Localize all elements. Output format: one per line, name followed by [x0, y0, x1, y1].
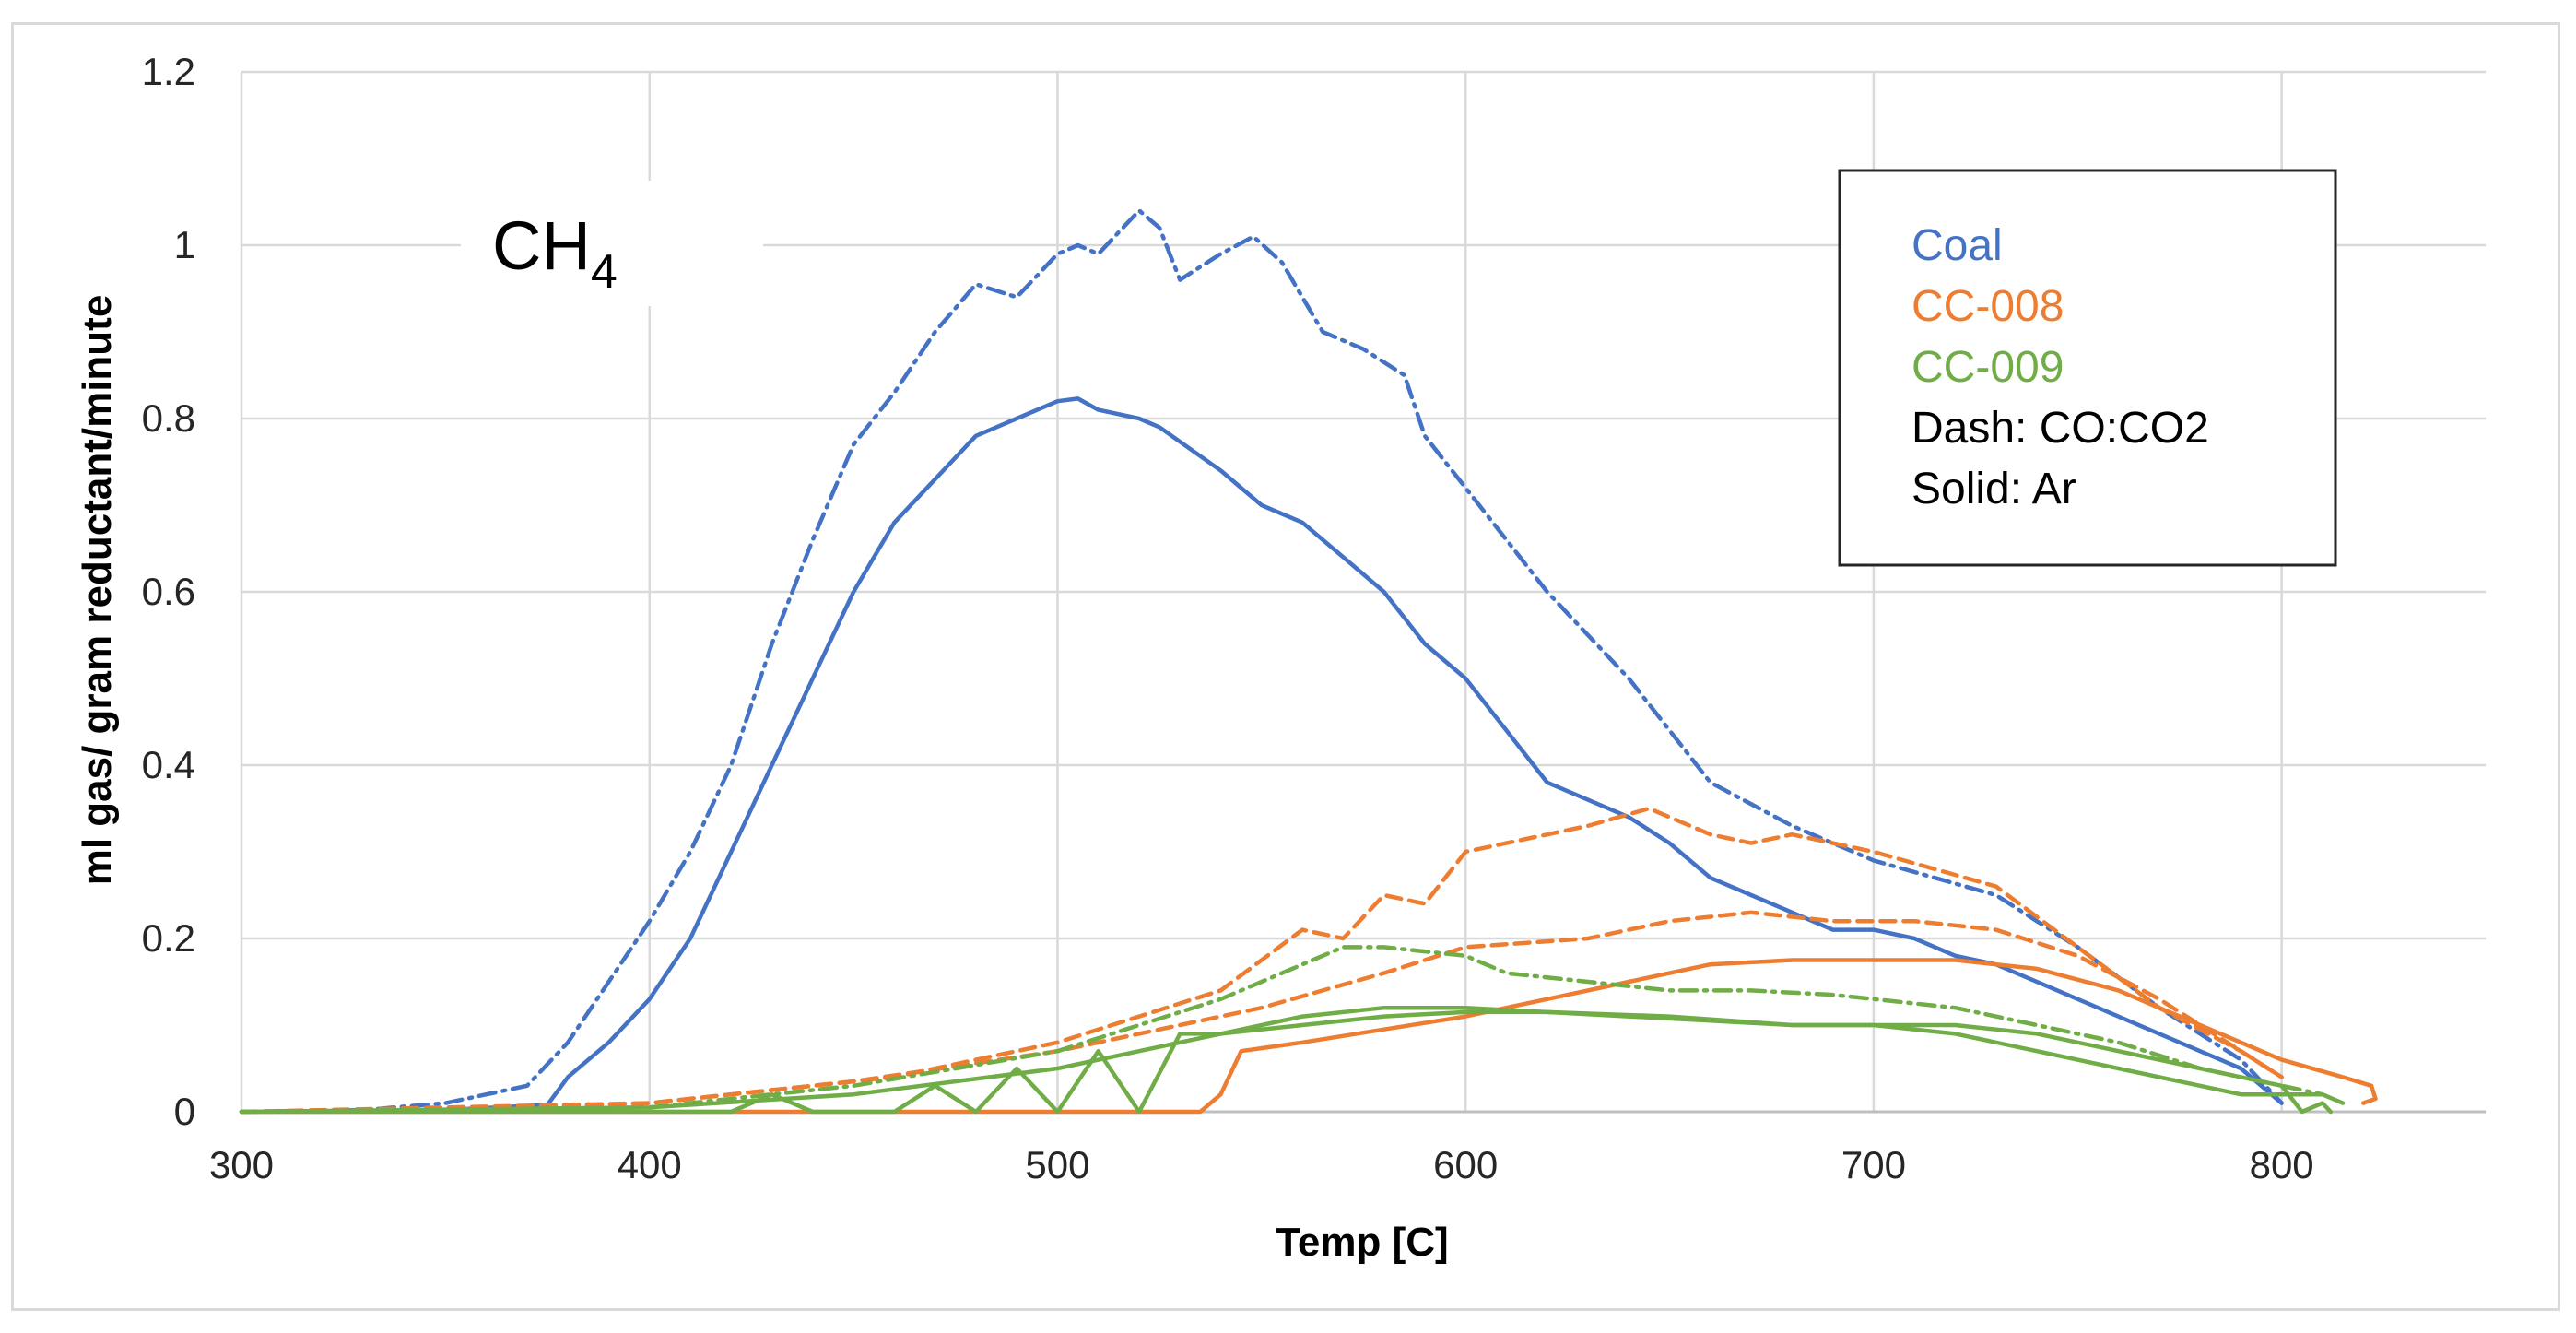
y-tick-label-0: 0: [174, 1090, 195, 1133]
x-tick-label-2: 500: [1025, 1143, 1089, 1186]
y-axis-title: ml gas/ gram reductant/minute: [75, 295, 120, 886]
series-line-4: [239, 958, 2378, 1115]
ch4-annotation-bg: [461, 181, 763, 306]
y-tick-label-6: 1.2: [142, 50, 195, 93]
y-tick-label-4: 0.8: [142, 396, 195, 440]
x-tick-label-0: 300: [209, 1143, 274, 1186]
series-line-5: [239, 945, 2325, 1115]
ch4-main: CH: [492, 207, 591, 284]
x-tick-label-1: 400: [618, 1143, 682, 1186]
x-tick-label-5: 800: [2250, 1143, 2314, 1186]
legend-box: [1838, 169, 2337, 567]
legend-entry-dash: Dash: CO:CO2: [1911, 404, 2209, 453]
series-layer: [239, 208, 2378, 1115]
ch4-subscript: 4: [591, 245, 618, 299]
series-line-6: [239, 1009, 2346, 1115]
ch4-annotation: CH4: [461, 181, 763, 306]
series-line-1: [239, 396, 2284, 1115]
y-tick-label-3: 0.6: [142, 570, 195, 613]
legend: Coal CC-008 CC-009 Dash: CO:CO2 Solid: A…: [1838, 169, 2337, 567]
legend-entry-cc008: CC-008: [1911, 282, 2064, 331]
tick-labels: 0 0.2 0.4 0.6 0.8 1 1.2 300 400 500 600 700 800: [142, 50, 2314, 1186]
y-tick-label-1: 0.2: [142, 916, 195, 960]
y-tick-label-2: 0.4: [142, 743, 195, 786]
series-line-0: [239, 208, 2284, 1115]
legend-entry-solid: Solid: Ar: [1911, 465, 2076, 513]
y-tick-label-5: 1: [174, 223, 195, 266]
series-line-7: [239, 1005, 2334, 1115]
x-tick-label-3: 600: [1433, 1143, 1498, 1186]
x-axis-title: Temp [C]: [1276, 1220, 1448, 1265]
x-tick-label-4: 700: [1841, 1143, 1906, 1186]
legend-entry-cc009: CC-009: [1911, 343, 2064, 392]
legend-entry-coal: Coal: [1911, 221, 2003, 270]
svg-text:CH4: CH4: [492, 207, 618, 299]
